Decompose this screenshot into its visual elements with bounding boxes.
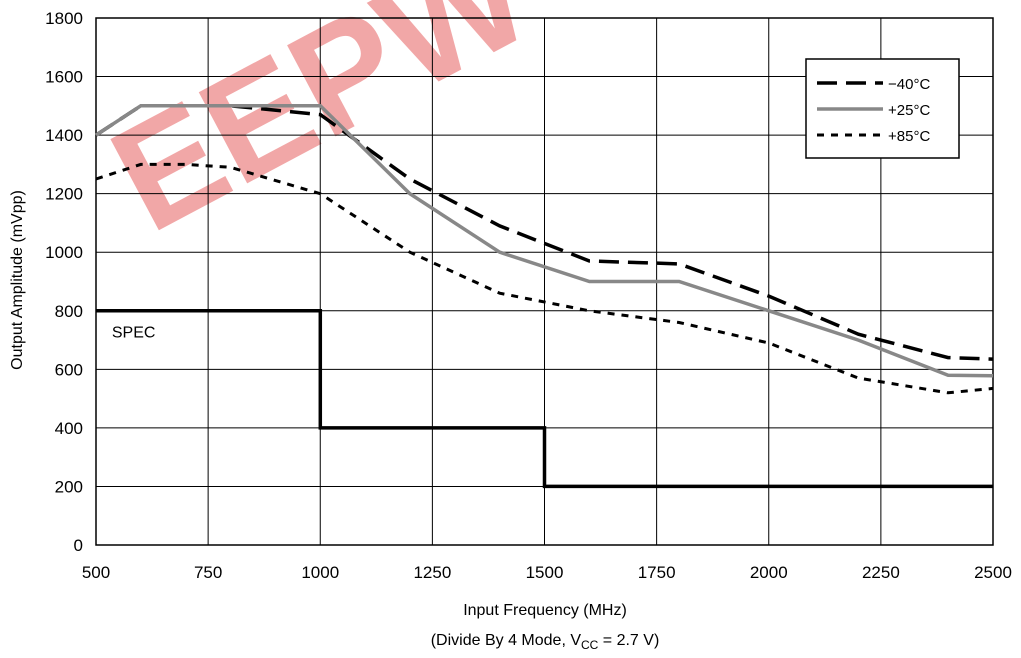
legend-entry: −40°C [888,76,930,93]
series-line-25c [95,104,994,378]
y-axis-label: Output Amplitude (mVpp) [9,190,26,370]
y-tick-label: 1600 [45,68,83,87]
series-layer [95,104,994,489]
series-line-spec [96,309,993,489]
legend-entry: +25°C [888,102,930,119]
plot-frame [95,17,994,546]
axis-ticks: 500 750 1000 1250 1500 1750 2000 2250 2500 0 200 40… [45,9,1012,582]
x-tick-label: 750 [194,563,222,582]
spec-annotation: SPEC [112,324,156,341]
y-tick-label: 600 [55,360,83,379]
x-tick-label: 500 [82,563,110,582]
y-tick-label: 1400 [45,126,83,145]
watermark-logo: EEPW [86,0,555,263]
x-tick-label: 1250 [413,563,451,582]
y-tick-label: 0 [74,536,83,555]
x-tick-label: 2500 [974,563,1012,582]
chart-subtitle: (Divide By 4 Mode, VCC = 2.7 V) [431,632,660,652]
y-tick-label: 1200 [45,185,83,204]
plot-grid [95,17,994,546]
legend-entry: +85°C [888,128,930,145]
x-tick-label: 1000 [301,563,339,582]
y-tick-label: 400 [55,419,83,438]
legend: −40°C +25°C +85°C [805,58,960,159]
x-tick-label: 1500 [526,563,564,582]
y-tick-label: 1800 [45,9,83,28]
y-tick-label: 800 [55,302,83,321]
series-line-85c [95,162,994,395]
y-tick-label: 1000 [45,243,83,262]
x-tick-label: 2000 [750,563,788,582]
x-axis-label: Input Frequency (MHz) [463,602,627,619]
x-tick-label: 1750 [638,563,676,582]
x-tick-label: 2250 [862,563,900,582]
y-tick-label: 200 [55,477,83,496]
